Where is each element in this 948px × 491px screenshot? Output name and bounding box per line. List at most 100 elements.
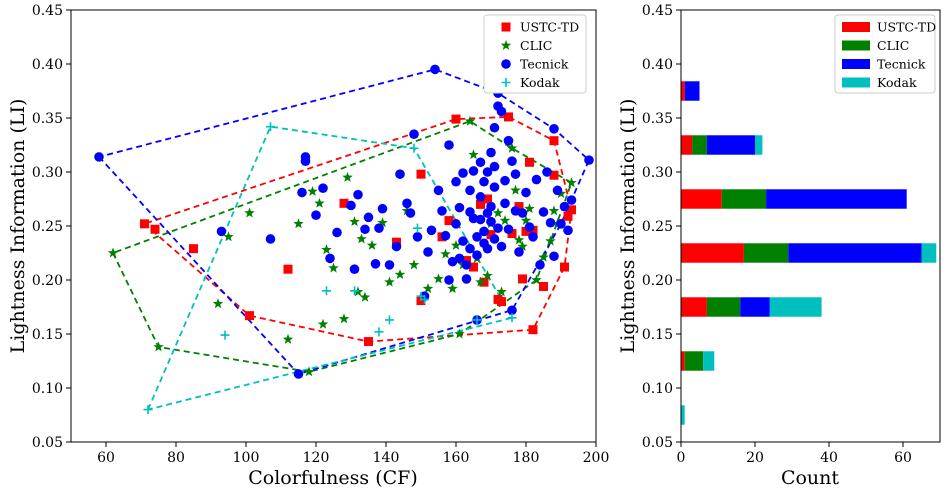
- data-point: [363, 212, 374, 223]
- data-point: [566, 177, 577, 188]
- data-point: [283, 264, 293, 274]
- data-point: [216, 226, 227, 237]
- x-tick-label: 160: [443, 450, 470, 466]
- legend-label: CLIC: [520, 38, 552, 53]
- data-point: [189, 244, 198, 254]
- data-point: [528, 232, 538, 242]
- data-point: [391, 241, 402, 252]
- data-point: [479, 226, 489, 237]
- y-tick-label: 0.05: [32, 435, 63, 451]
- bar-segment-ustc-td: [681, 135, 693, 155]
- legend-box: [483, 14, 587, 94]
- data-point: [500, 175, 510, 186]
- bar-segment-ustc-td: [681, 297, 707, 317]
- data-point: [366, 239, 378, 250]
- bar-segment-clic: [684, 351, 704, 371]
- y-tick-label: 0.40: [32, 57, 63, 73]
- data-point: [265, 234, 276, 244]
- data-point: [385, 315, 394, 325]
- data-point: [556, 219, 566, 229]
- data-point: [475, 214, 486, 225]
- y-tick-label: 0.15: [642, 327, 673, 343]
- data-point: [328, 262, 339, 273]
- data-point: [454, 328, 465, 339]
- x-tick-label: 60: [894, 450, 912, 466]
- legend-swatch-tecnick: [842, 59, 870, 69]
- data-point: [402, 198, 412, 209]
- data-point: [549, 170, 559, 180]
- data-point: [413, 223, 422, 233]
- y-tick-label: 0.30: [642, 165, 673, 181]
- legend-marker-ustc-td: [501, 22, 511, 32]
- data-point: [430, 64, 440, 75]
- data-point: [549, 136, 559, 146]
- data-point: [450, 239, 462, 250]
- hull-kodak: [147, 125, 514, 411]
- data-point: [293, 369, 304, 379]
- data-point: [472, 232, 482, 242]
- data-point: [552, 185, 563, 196]
- bar-segment-kodak: [921, 243, 937, 263]
- legend-marker-tecnick: [501, 59, 511, 69]
- data-point: [521, 187, 531, 198]
- bar-segment-kodak: [755, 135, 763, 155]
- data-point: [444, 140, 454, 150]
- y-tick-label: 0.35: [642, 111, 673, 127]
- x-tick-label: 20: [746, 450, 764, 466]
- data-point: [472, 250, 482, 260]
- data-point: [140, 219, 149, 229]
- bars-layer: [681, 81, 937, 425]
- data-point: [486, 201, 496, 212]
- bar-segment-ustc-td: [681, 243, 744, 263]
- data-point: [549, 251, 559, 262]
- data-point: [465, 243, 475, 254]
- data-point: [314, 197, 325, 208]
- legend-label: CLIC: [877, 38, 909, 53]
- data-point: [531, 174, 542, 185]
- data-point: [245, 311, 254, 321]
- data-point: [360, 224, 370, 235]
- histogram-x-label: Count: [781, 467, 839, 489]
- hull-clic: [112, 120, 573, 373]
- y-tick-label: 0.10: [32, 381, 63, 397]
- bar-segment-tecnick: [766, 189, 907, 209]
- data-point: [297, 187, 307, 198]
- y-tick-label: 0.15: [32, 327, 63, 343]
- x-tick-label: 140: [373, 450, 400, 466]
- data-point: [377, 217, 388, 228]
- legend-marker-kodak: [501, 78, 511, 87]
- data-point: [440, 248, 451, 259]
- hull-tecnick: [98, 68, 591, 376]
- data-point: [475, 192, 486, 202]
- data-point: [416, 169, 426, 179]
- data-point: [489, 234, 500, 244]
- data-point: [496, 241, 507, 252]
- bar-segment-ustc-td: [681, 81, 685, 101]
- data-point: [506, 142, 518, 153]
- legend-box: [834, 14, 936, 94]
- data-point: [531, 274, 542, 285]
- data-point: [451, 219, 461, 229]
- data-point: [468, 166, 479, 176]
- data-point: [507, 229, 517, 239]
- bar-segment-tecnick: [684, 81, 700, 101]
- data-point: [584, 155, 594, 165]
- data-point: [458, 168, 468, 178]
- series-clic: [107, 115, 577, 377]
- data-point: [444, 275, 454, 285]
- scatter-y-label: Lightness Information (LI): [7, 99, 29, 354]
- data-point: [548, 205, 560, 216]
- data-point: [528, 325, 538, 335]
- data-point: [475, 276, 486, 287]
- data-point: [542, 167, 552, 177]
- data-point: [433, 185, 444, 196]
- data-point: [409, 129, 419, 139]
- data-point: [489, 182, 500, 192]
- data-point: [510, 169, 521, 179]
- y-tick-label: 0.35: [32, 111, 63, 127]
- data-point: [377, 203, 388, 214]
- histogram-y-axis: 0.05 0.10 0.15 0.20 0.25 0.30 0.35 0.40 0.45: [642, 3, 681, 451]
- data-point: [492, 207, 504, 218]
- legend-label: Kodak: [877, 75, 917, 90]
